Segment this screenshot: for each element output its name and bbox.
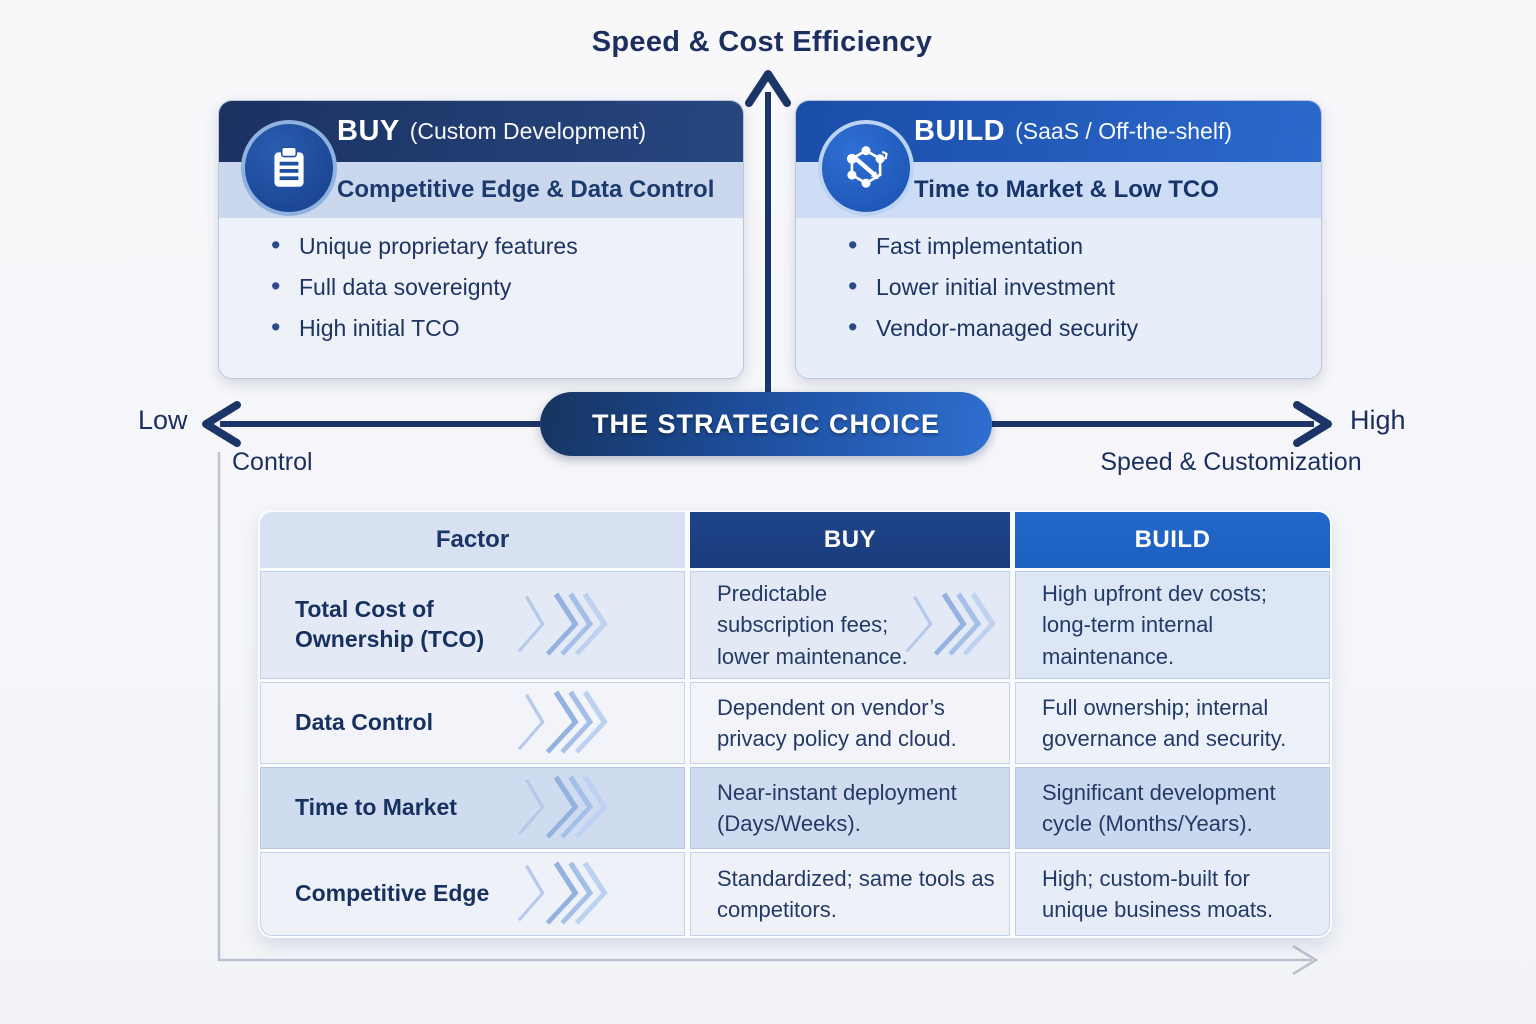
table-cell-build: Full ownership; internal governance and … [1015,682,1330,764]
build-card: BUILD (SaaS / Off-the-shelf) Time to Mar… [795,100,1322,379]
table-cell-build: Significant development cycle (Months/Ye… [1015,767,1330,849]
vertical-axis-arrow-icon [745,70,791,392]
strategic-choice-label: THE STRATEGIC CHOICE [591,408,940,439]
build-card-qualifier: (SaaS / Off-the-shelf) [1015,118,1232,144]
build-cell-text: High upfront dev costs; long-term intern… [1042,581,1268,669]
table-row-factor: Total Cost of Ownership (TCO) [260,571,685,679]
build-card-body: Fast implementation Lower initial invest… [796,218,1321,378]
table-row-factor: Time to Market [260,767,685,849]
buy-card: BUY (Custom Development) Competitive Edg… [218,100,744,379]
factor-label: Total Cost of Ownership (TCO) [295,596,485,652]
right-axis-arrow-icon [992,401,1332,447]
factor-label: Time to Market [295,794,457,821]
table-cell-buy: Predictable subscription fees; lower mai… [690,571,1010,679]
buy-bullet: High initial TCO [269,312,743,343]
axis-high-label: High [1350,405,1406,435]
axis-control-label: Control [232,448,313,476]
chevrons-icon [513,587,613,663]
build-cell-text: Significant development cycle (Months/Ye… [1042,779,1276,836]
build-cell-text: Full ownership; internal governance and … [1042,694,1287,751]
table-header-buy: BUY [690,512,1010,568]
strategic-choice-pill: THE STRATEGIC CHOICE [540,392,992,456]
build-card-name: BUILD [914,115,1006,147]
table-header-factor: Factor [260,512,685,568]
buy-card-qualifier: (Custom Development) [409,118,647,144]
left-axis-arrow-icon [202,401,540,447]
buy-card-body: Unique proprietary features Full data so… [219,218,743,378]
table-cell-buy: Dependent on vendor’s privacy policy and… [690,682,1010,764]
chevrons-icon [513,856,613,932]
build-bullet: Vendor-managed security [846,312,1321,343]
buy-bullet: Full data sovereignty [269,271,743,302]
buy-card-name: BUY [337,115,400,147]
faint-axis-frame [217,452,1319,976]
chevrons-icon [901,587,1001,663]
build-bullet: Fast implementation [846,230,1321,261]
network-icon [818,120,914,216]
table-cell-build: High; custom-built for unique business m… [1015,852,1330,936]
axis-customization-label: Speed & Customization [1100,448,1362,476]
build-cell-text: High; custom-built for unique business m… [1042,865,1274,922]
table-cell-buy: Standardized; same tools as competitors. [690,852,1010,936]
top-axis-title: Speed & Cost Efficiency [591,26,933,58]
comparison-table: Factor BUY BUILD Total Cost of Ownership… [258,510,1332,938]
table-row-factor: Competitive Edge [260,852,685,936]
buy-cell-text: Dependent on vendor’s privacy policy and… [717,694,957,751]
build-bullet: Lower initial investment [846,271,1321,302]
chevrons-icon [513,685,613,761]
factor-label: Competitive Edge [295,880,490,907]
buy-cell-text: Standardized; same tools as competitors. [717,865,995,922]
axis-low-label: Low [138,405,188,435]
buy-bullet: Unique proprietary features [269,230,743,261]
chevrons-icon [513,770,613,846]
buy-cell-text: Near-instant deployment (Days/Weeks). [717,779,957,836]
clipboard-icon [241,120,337,216]
factor-label: Data Control [295,709,433,736]
table-cell-buy: Near-instant deployment (Days/Weeks). [690,767,1010,849]
table-header-build: BUILD [1015,512,1330,568]
buy-cell-text: Predictable subscription fees; lower mai… [717,581,908,669]
table-cell-build: High upfront dev costs; long-term intern… [1015,571,1330,679]
table-row-factor: Data Control [260,682,685,764]
